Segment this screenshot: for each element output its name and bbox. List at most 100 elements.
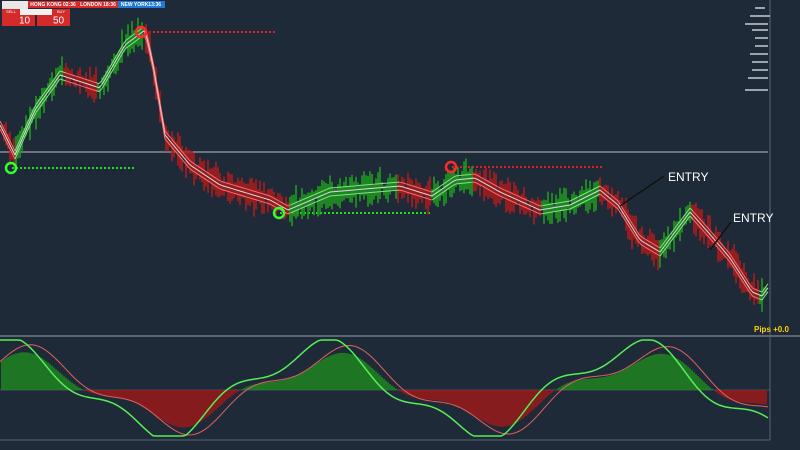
ma-line bbox=[548, 203, 553, 205]
ma-line bbox=[602, 192, 607, 196]
ma-line bbox=[617, 208, 622, 215]
ma-line bbox=[104, 77, 109, 84]
ma-line bbox=[431, 189, 436, 193]
ma-line bbox=[179, 152, 184, 157]
ma-line bbox=[311, 193, 316, 197]
ma-line bbox=[26, 125, 31, 133]
ma-line bbox=[632, 232, 637, 238]
ma-line bbox=[173, 141, 178, 146]
ma-line bbox=[698, 225, 703, 230]
ma-line bbox=[434, 187, 439, 191]
ma-line bbox=[674, 223, 679, 229]
ma-line bbox=[674, 231, 679, 237]
ma-line bbox=[404, 187, 409, 189]
ma-line bbox=[719, 249, 724, 255]
pips-label: Pips +0.0 bbox=[754, 325, 789, 334]
ma-line bbox=[701, 228, 706, 234]
ma-line bbox=[113, 54, 118, 61]
ma-line bbox=[251, 190, 256, 192]
ma-line bbox=[542, 204, 547, 206]
ma-line bbox=[122, 43, 127, 49]
ma-line bbox=[734, 261, 739, 267]
ma-line bbox=[440, 187, 445, 191]
ma-line bbox=[449, 176, 454, 180]
ma-line bbox=[446, 183, 451, 186]
ma-line bbox=[434, 195, 439, 199]
ma-line bbox=[476, 178, 481, 182]
ma-line bbox=[734, 269, 739, 275]
lot-input[interactable] bbox=[20, 9, 52, 15]
ma-line bbox=[599, 189, 604, 193]
ma-line bbox=[5, 140, 10, 148]
ma-line bbox=[26, 121, 31, 129]
oscillator-line bbox=[0, 339, 769, 437]
ma-line bbox=[551, 203, 556, 205]
ma-line bbox=[554, 206, 559, 208]
ma-line bbox=[59, 78, 64, 81]
ma-line bbox=[17, 137, 22, 145]
ma-line bbox=[668, 239, 673, 245]
ma-line bbox=[452, 179, 457, 182]
ma-line bbox=[434, 191, 439, 195]
ma-line bbox=[101, 75, 106, 81]
ma-line bbox=[494, 184, 499, 188]
ma-line bbox=[56, 78, 61, 84]
buy-button[interactable] bbox=[52, 9, 70, 15]
ma-line bbox=[620, 205, 625, 211]
ma-line bbox=[272, 197, 277, 200]
ma-line bbox=[308, 195, 313, 198]
ma-line bbox=[74, 75, 79, 78]
ma-line bbox=[14, 152, 19, 160]
ma-line bbox=[305, 200, 310, 203]
ma-line bbox=[14, 144, 19, 152]
ma-line bbox=[113, 58, 118, 65]
ma-line bbox=[128, 39, 133, 43]
ma-line bbox=[221, 189, 226, 191]
ma-line bbox=[545, 208, 550, 210]
ma-line bbox=[197, 169, 202, 173]
ma-line bbox=[263, 193, 268, 196]
ma-line bbox=[653, 243, 658, 247]
ma-line bbox=[530, 205, 535, 208]
ma-line bbox=[749, 292, 754, 297]
ma-line bbox=[449, 180, 454, 184]
ma-line bbox=[416, 194, 421, 197]
sell-price-box[interactable] bbox=[2, 15, 35, 26]
ma-line bbox=[266, 202, 271, 205]
ma-line bbox=[689, 215, 694, 220]
ma-line bbox=[626, 215, 631, 221]
ma-line bbox=[527, 208, 532, 211]
ma-line bbox=[611, 195, 616, 199]
ma-line bbox=[428, 198, 433, 201]
ma-line bbox=[65, 76, 70, 79]
moving-average-ribbon bbox=[0, 26, 769, 301]
ma-line bbox=[95, 90, 100, 93]
ma-line bbox=[569, 199, 574, 202]
buy-price-box[interactable] bbox=[37, 15, 70, 26]
ma-line bbox=[131, 37, 136, 41]
ma-line bbox=[617, 204, 622, 211]
ma-line bbox=[443, 185, 448, 189]
buy-signal bbox=[4, 161, 18, 175]
ma-line bbox=[560, 209, 565, 211]
ma-line bbox=[86, 87, 91, 90]
ma-line bbox=[662, 239, 667, 245]
ma-line bbox=[266, 198, 271, 201]
ma-line bbox=[692, 218, 697, 224]
ma-line bbox=[578, 198, 583, 201]
ma-line bbox=[590, 188, 595, 191]
ma-line bbox=[224, 182, 229, 184]
ma-line bbox=[167, 142, 172, 147]
ma-line bbox=[638, 242, 643, 246]
ma-line bbox=[704, 232, 709, 237]
ma-line bbox=[542, 208, 547, 210]
ma-line bbox=[722, 249, 727, 254]
ma-line bbox=[239, 190, 244, 193]
buy-button-label: BUY bbox=[57, 9, 66, 14]
sell-button[interactable] bbox=[2, 9, 20, 15]
ma-line bbox=[29, 110, 34, 118]
ma-line bbox=[92, 89, 97, 92]
ma-line bbox=[206, 171, 211, 175]
ma-line bbox=[620, 209, 625, 215]
ma-line bbox=[650, 242, 655, 245]
